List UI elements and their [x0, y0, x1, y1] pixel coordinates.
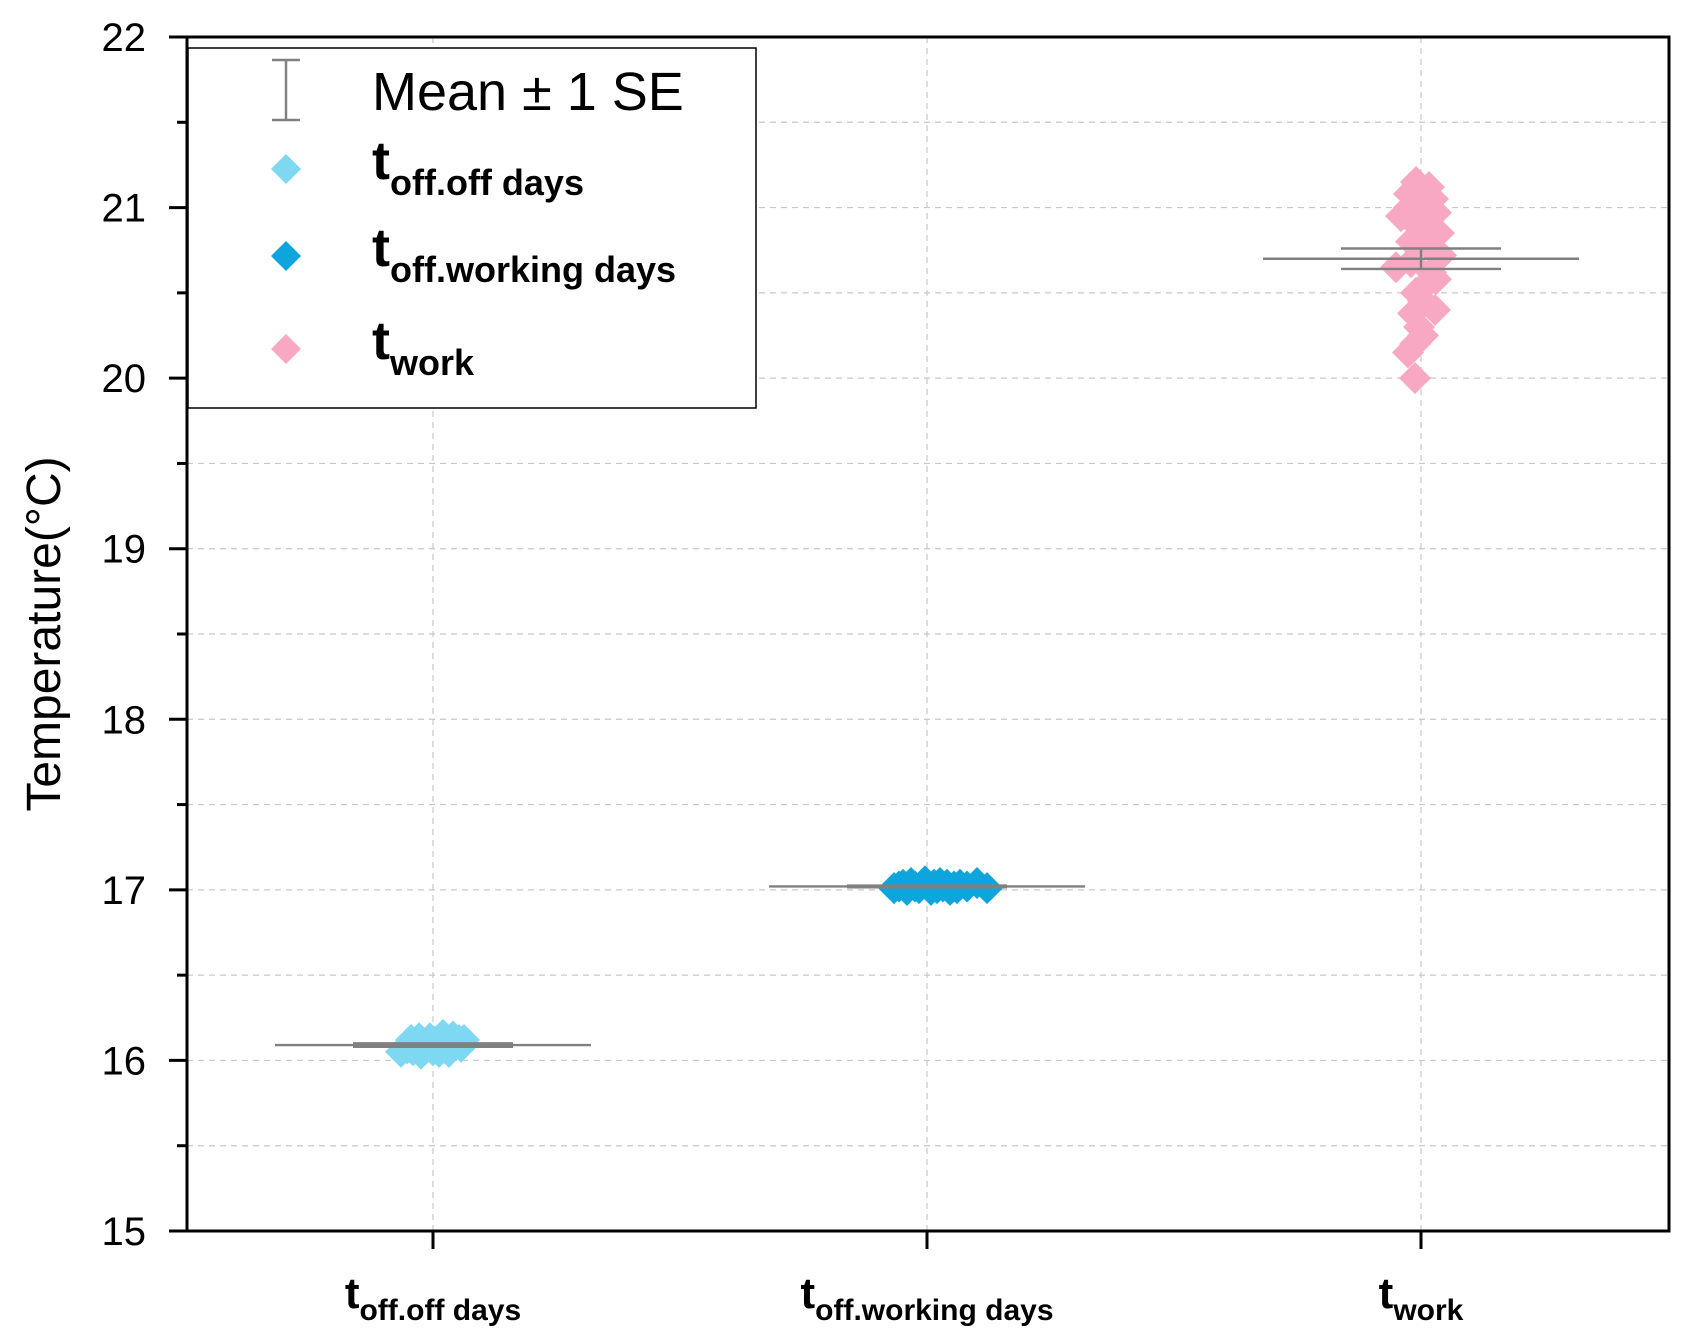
legend: Mean ± 1 SE toff.off days toff.working day… — [187, 47, 757, 409]
legend-marker — [271, 241, 301, 271]
x-tick-label: toff.off days — [345, 1269, 521, 1327]
data-point — [1409, 188, 1441, 221]
y-tick-label: 16 — [102, 1039, 147, 1083]
data-point — [1399, 362, 1431, 395]
x-tick-label: toff.working days — [800, 1269, 1053, 1327]
legend-label: toff.off days — [372, 131, 584, 203]
legend-label: Mean ± 1 SE — [372, 62, 684, 122]
y-tick-label: 17 — [102, 869, 147, 913]
legend-label: toff.working days — [372, 218, 676, 290]
legend-marker — [271, 154, 301, 184]
data-point — [1403, 229, 1435, 262]
y-axis-title: Temperature(°C) — [18, 456, 71, 811]
legend-label: twork — [372, 311, 475, 383]
y-tick-label: 20 — [102, 357, 147, 401]
data-point — [1419, 293, 1451, 326]
y-tick-label: 15 — [102, 1210, 147, 1254]
x-tick-label: twork — [1379, 1269, 1464, 1327]
y-tick-label: 19 — [102, 528, 147, 572]
legend-marker — [271, 334, 301, 364]
y-tick-label: 22 — [102, 16, 147, 60]
y-tick-label: 18 — [102, 698, 147, 742]
y-axis: 15 16 17 18 19 20 21 22 — [102, 16, 187, 1254]
y-tick-label: 21 — [102, 187, 147, 231]
mean-se-markers — [275, 247, 1579, 1048]
x-axis: toff.off days toff.working days twork — [345, 1231, 1464, 1327]
data-point — [1415, 256, 1447, 289]
data-point — [1392, 336, 1424, 369]
